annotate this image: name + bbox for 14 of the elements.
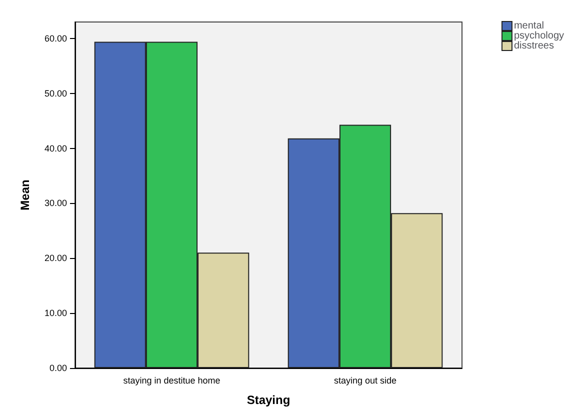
y-tick-label: 10.00 <box>44 308 67 318</box>
x-axis-title: Staying <box>246 393 290 407</box>
legend-label: disstrees <box>514 40 554 52</box>
legend-label: psychology <box>514 30 564 42</box>
y-tick-label: 50.00 <box>44 88 67 98</box>
y-tick-label: 40.00 <box>44 143 67 154</box>
x-tick-label: staying in destitue home <box>123 376 220 386</box>
y-tick-label: 0.00 <box>49 363 67 373</box>
legend-label: mental <box>514 20 544 32</box>
y-axis-title: Mean <box>18 180 32 210</box>
y-tick-label: 30.00 <box>44 198 67 208</box>
y-tick-label: 60.00 <box>44 33 67 44</box>
y-tick-label: 20.00 <box>44 253 67 264</box>
x-tick-label: staying out side <box>334 376 397 386</box>
